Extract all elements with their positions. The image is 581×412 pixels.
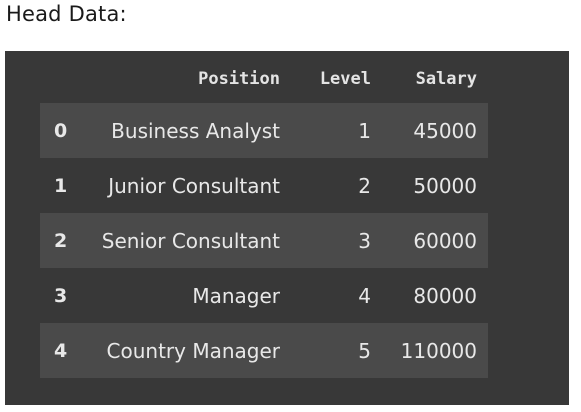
- column-header-salary: Salary: [415, 69, 477, 89]
- cell-position: Business Analyst: [84, 103, 288, 158]
- column-header-level: Level: [319, 69, 371, 89]
- output-heading: Head Data:: [6, 2, 127, 26]
- cell-level: 2: [288, 158, 379, 213]
- cell-level: 3: [288, 213, 379, 268]
- row-index: 2: [40, 213, 84, 268]
- index-header: [40, 55, 84, 103]
- dataframe-output-panel: Position Level Salary 0 Business Analyst…: [5, 51, 569, 405]
- cell-salary: 45000: [379, 103, 488, 158]
- table-header-row: Position Level Salary: [40, 55, 488, 103]
- cell-salary: 60000: [379, 213, 488, 268]
- table-row: 0 Business Analyst 1 45000: [40, 103, 488, 158]
- cell-position: Senior Consultant: [84, 213, 288, 268]
- cell-salary: 80000: [379, 268, 488, 323]
- row-index: 1: [40, 158, 84, 213]
- table-row: 1 Junior Consultant 2 50000: [40, 158, 488, 213]
- table-row: 2 Senior Consultant 3 60000: [40, 213, 488, 268]
- table-row: 4 Country Manager 5 110000: [40, 323, 488, 378]
- table-row: 3 Manager 4 80000: [40, 268, 488, 323]
- cell-salary: 50000: [379, 158, 488, 213]
- cell-level: 4: [288, 268, 379, 323]
- row-index: 4: [40, 323, 84, 378]
- cell-position: Country Manager: [84, 323, 288, 378]
- cell-salary: 110000: [379, 323, 488, 378]
- cell-level: 5: [288, 323, 379, 378]
- cell-level: 1: [288, 103, 379, 158]
- cell-position: Manager: [84, 268, 288, 323]
- row-index: 0: [40, 103, 84, 158]
- row-index: 3: [40, 268, 84, 323]
- column-header-position: Position: [198, 69, 280, 89]
- cell-position: Junior Consultant: [84, 158, 288, 213]
- dataframe-table: Position Level Salary 0 Business Analyst…: [40, 55, 488, 378]
